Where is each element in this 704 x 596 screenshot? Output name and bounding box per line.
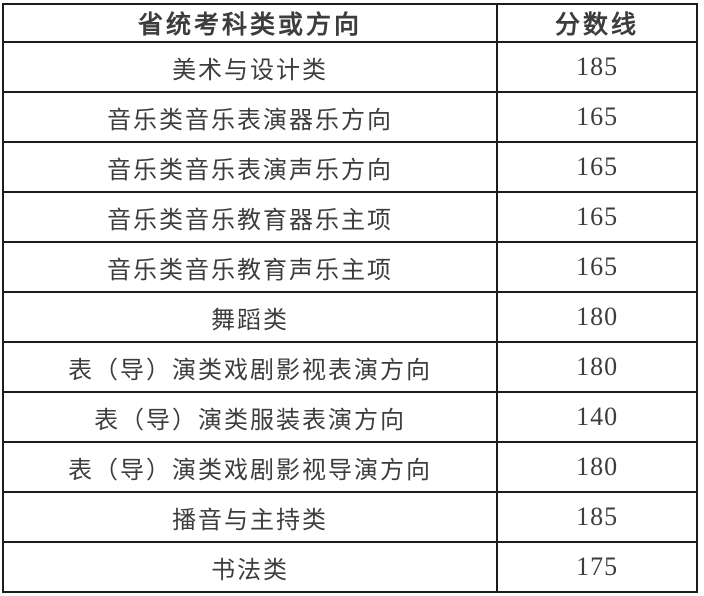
category-cell: 音乐类音乐教育声乐主项 bbox=[1, 241, 499, 293]
table-row: 表（导）演类戏剧影视导演方向 180 bbox=[1, 441, 698, 493]
category-cell: 音乐类音乐表演器乐方向 bbox=[1, 91, 499, 143]
table-row: 播音与主持类 185 bbox=[1, 491, 698, 543]
table-row: 美术与设计类 185 bbox=[1, 41, 698, 93]
table-row: 音乐类音乐教育器乐主项 165 bbox=[1, 191, 698, 243]
table-row: 音乐类音乐表演器乐方向 165 bbox=[1, 91, 698, 143]
score-cell: 180 bbox=[496, 441, 698, 493]
score-cell: 185 bbox=[496, 491, 698, 543]
score-cell: 180 bbox=[496, 291, 698, 343]
table-row: 表（导）演类戏剧影视表演方向 180 bbox=[1, 341, 698, 393]
score-cell: 180 bbox=[496, 341, 698, 393]
score-cell: 175 bbox=[496, 541, 698, 593]
score-cell: 165 bbox=[496, 91, 698, 143]
header-row: 省统考科类或方向 分数线 bbox=[1, 3, 698, 43]
category-cell: 舞蹈类 bbox=[1, 291, 499, 343]
category-cell: 表（导）演类戏剧影视导演方向 bbox=[1, 441, 499, 493]
table-row: 表（导）演类服装表演方向 140 bbox=[1, 391, 698, 443]
score-cell: 140 bbox=[496, 391, 698, 443]
category-cell: 音乐类音乐教育器乐主项 bbox=[1, 191, 499, 243]
table-row: 舞蹈类 180 bbox=[1, 291, 698, 343]
table-row: 书法类 175 bbox=[1, 541, 698, 593]
score-cell: 165 bbox=[496, 141, 698, 193]
column-header-score: 分数线 bbox=[496, 3, 698, 43]
score-cell: 165 bbox=[496, 241, 698, 293]
table-row: 音乐类音乐表演声乐方向 165 bbox=[1, 141, 698, 193]
category-cell: 表（导）演类服装表演方向 bbox=[1, 391, 499, 443]
score-cell: 185 bbox=[496, 41, 698, 93]
table-row: 音乐类音乐教育声乐主项 165 bbox=[1, 241, 698, 293]
category-cell: 表（导）演类戏剧影视表演方向 bbox=[1, 341, 499, 393]
score-cell: 165 bbox=[496, 191, 698, 243]
column-header-category: 省统考科类或方向 bbox=[1, 3, 499, 43]
category-cell: 美术与设计类 bbox=[1, 41, 499, 93]
score-line-table: 省统考科类或方向 分数线 美术与设计类 185 音乐类音乐表演器乐方向 165 … bbox=[1, 3, 698, 593]
category-cell: 音乐类音乐表演声乐方向 bbox=[1, 141, 499, 193]
category-cell: 书法类 bbox=[1, 541, 499, 593]
category-cell: 播音与主持类 bbox=[1, 491, 499, 543]
